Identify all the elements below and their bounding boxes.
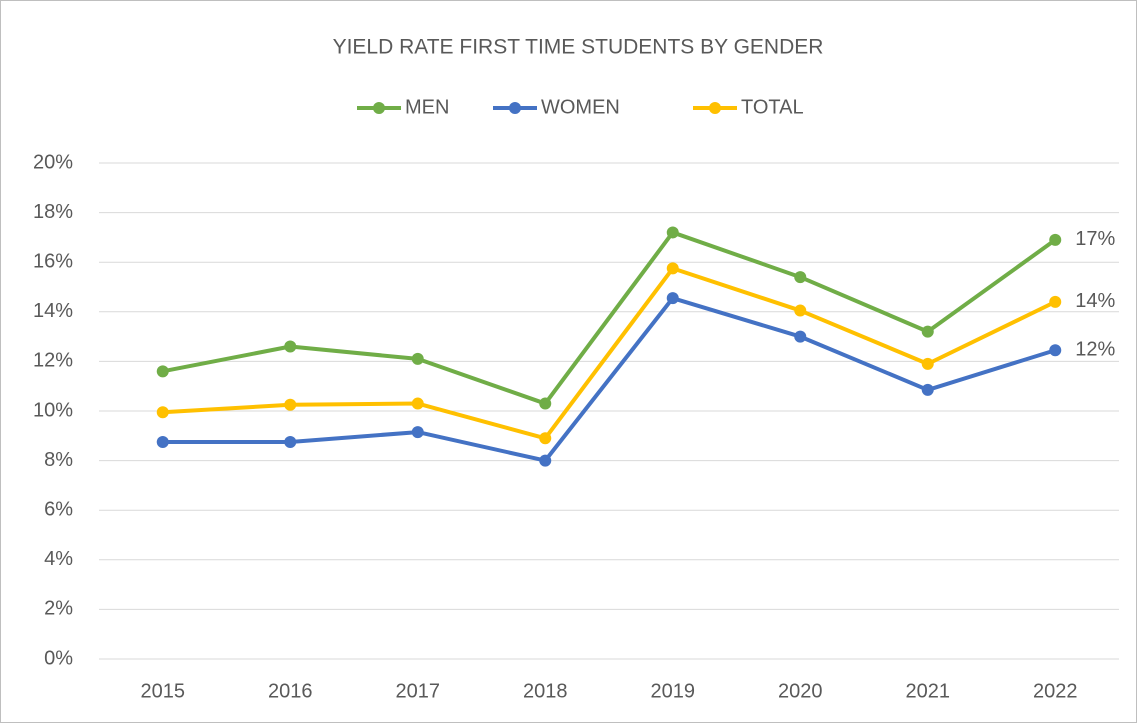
point-marker <box>411 397 424 410</box>
y-tick-label: 18% <box>33 201 73 223</box>
point-marker <box>411 352 424 365</box>
x-tick-label: 2021 <box>906 680 951 702</box>
legend-marker <box>709 102 721 114</box>
x-tick-label: 2019 <box>651 680 696 702</box>
point-marker <box>539 432 552 445</box>
y-tick-label: 16% <box>33 250 73 272</box>
x-tick-label: 2022 <box>1033 680 1078 702</box>
data-label: 14% <box>1075 290 1115 312</box>
point-marker <box>666 292 679 305</box>
point-marker <box>921 383 934 396</box>
y-tick-label: 0% <box>44 647 73 669</box>
y-tick-label: 6% <box>44 498 73 520</box>
series-line <box>162 296 1056 463</box>
data-label: 12% <box>1075 339 1115 361</box>
point-marker <box>284 340 297 353</box>
x-tick-label: 2017 <box>396 680 441 702</box>
point-marker <box>794 304 807 317</box>
legend-marker <box>509 102 521 114</box>
point-marker <box>411 426 424 439</box>
y-tick-label: 4% <box>44 548 73 570</box>
y-tick-label: 10% <box>33 399 73 421</box>
data-label: 17% <box>1075 228 1115 250</box>
point-marker <box>156 436 169 448</box>
series-line <box>162 266 1057 441</box>
point-marker <box>666 262 679 275</box>
point-marker <box>666 226 679 239</box>
point-marker <box>1049 233 1062 246</box>
point-marker <box>539 397 552 410</box>
x-tick-label: 2015 <box>141 680 186 702</box>
y-tick-label: 20% <box>33 151 73 173</box>
x-tick-label: 2018 <box>523 680 568 702</box>
y-tick-label: 8% <box>44 449 73 471</box>
point-marker <box>921 357 934 370</box>
y-tick-label: 12% <box>33 350 73 372</box>
point-marker <box>1049 344 1062 357</box>
point-marker <box>156 406 169 419</box>
legend-label: MEN <box>405 96 449 118</box>
point-marker <box>156 365 169 378</box>
series-line <box>162 230 1057 406</box>
x-tick-label: 2016 <box>268 680 313 702</box>
point-marker <box>1049 295 1062 308</box>
point-marker <box>284 436 297 448</box>
point-marker <box>539 454 552 467</box>
y-tick-label: 14% <box>33 300 73 322</box>
point-marker <box>794 330 807 343</box>
y-tick-label: 2% <box>44 598 73 620</box>
legend-label: TOTAL <box>741 96 804 118</box>
point-marker <box>284 398 297 411</box>
point-marker <box>921 325 934 338</box>
point-marker <box>794 271 807 284</box>
chart-title: YIELD RATE FIRST TIME STUDENTS BY GENDER <box>333 36 824 59</box>
legend-label: WOMEN <box>541 96 620 118</box>
x-tick-label: 2020 <box>778 680 823 702</box>
legend-marker <box>373 102 385 114</box>
